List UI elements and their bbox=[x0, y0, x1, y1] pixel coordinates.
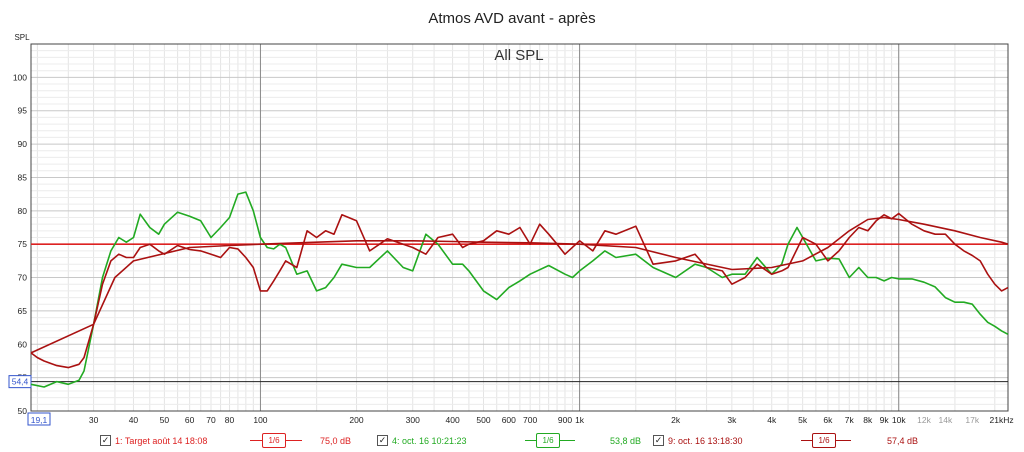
legend-label-target: 1: Target août 14 18:08 bbox=[115, 436, 208, 446]
y-tick-label: 80 bbox=[18, 206, 28, 216]
y-tick-labels: 50556065707580859095100 bbox=[13, 72, 27, 416]
series-group bbox=[30, 191, 1009, 388]
x-tick-label: 100 bbox=[253, 415, 267, 425]
x-tick-label: 60 bbox=[185, 415, 195, 425]
series-after-trend bbox=[30, 216, 1009, 354]
x-tick-label: 30 bbox=[89, 415, 99, 425]
y-tick-label: 85 bbox=[18, 172, 28, 182]
x-tick-label: 200 bbox=[349, 415, 363, 425]
y-tick-label: 95 bbox=[18, 106, 28, 116]
legend-level-target: 75,0 dB bbox=[320, 436, 352, 446]
legend-item-after: ✓ 9: oct. 16 13:18:30 1/6 57,4 dB bbox=[653, 431, 918, 451]
x-tick-label: 400 bbox=[445, 415, 459, 425]
y-axis-label: SPL bbox=[14, 33, 30, 42]
x-tick-label: 900 bbox=[558, 415, 572, 425]
x-tick-label: 6k bbox=[823, 415, 833, 425]
x-min-label: 19,1 bbox=[31, 415, 48, 425]
checkbox-after[interactable]: ✓ bbox=[653, 435, 664, 446]
series-before bbox=[30, 191, 1009, 388]
x-tick-label: 8k bbox=[863, 415, 873, 425]
x-tick-label: 3k bbox=[727, 415, 737, 425]
y-tick-label: 65 bbox=[18, 306, 28, 316]
x-tick-label: 17k bbox=[965, 415, 979, 425]
x-tick-label: 21kHz bbox=[990, 415, 1014, 425]
y-tick-label: 75 bbox=[18, 239, 28, 249]
smoothing-button-before[interactable]: 1/6 bbox=[536, 433, 560, 448]
x-tick-label: 80 bbox=[225, 415, 235, 425]
y-tick-label: 60 bbox=[18, 339, 28, 349]
legend-label-before: 4: oct. 16 10:21:23 bbox=[392, 436, 467, 446]
y-tick-label: 90 bbox=[18, 139, 28, 149]
x-min-marker[interactable]: 19,1 bbox=[27, 412, 51, 426]
legend-item-target: ✓ 1: Target août 14 18:08 1/6 75,0 dB bbox=[100, 431, 360, 451]
x-tick-label: 300 bbox=[406, 415, 420, 425]
reference-box bbox=[8, 375, 32, 389]
x-tick-labels: 30 40 50 60 70 80 100 200 300 400 500 600 700 900 1k 2k… bbox=[89, 415, 1014, 425]
x-tick-label: 1k bbox=[575, 415, 585, 425]
reference-level: 54,4 bbox=[8, 375, 1008, 389]
x-tick-label: 12k bbox=[917, 415, 931, 425]
y-tick-label: 100 bbox=[13, 72, 27, 82]
plot-frame bbox=[30, 43, 1009, 412]
legend-item-before: ✓ 4: oct. 16 10:21:23 1/6 53,8 dB bbox=[377, 431, 641, 451]
reference-label: 54,4 bbox=[12, 377, 29, 387]
x-tick-label: 7k bbox=[845, 415, 855, 425]
y-tick-label: 50 bbox=[18, 406, 28, 416]
legend-level-before: 53,8 dB bbox=[610, 436, 642, 446]
x-tick-label: 4k bbox=[767, 415, 777, 425]
x-tick-label: 70 bbox=[206, 415, 216, 425]
x-tick-label: 9k bbox=[880, 415, 890, 425]
smoothing-button-after[interactable]: 1/6 bbox=[812, 433, 836, 448]
x-tick-label: 10k bbox=[892, 415, 906, 425]
smoothing-button-target[interactable]: 1/6 bbox=[262, 433, 286, 448]
x-tick-label: 2k bbox=[671, 415, 681, 425]
x-tick-label: 600 bbox=[502, 415, 516, 425]
legend-label-after: 9: oct. 16 13:18:30 bbox=[668, 436, 743, 446]
series-after bbox=[30, 212, 1009, 369]
x-tick-label: 40 bbox=[129, 415, 139, 425]
x-tick-label: 700 bbox=[523, 415, 537, 425]
legend-level-after: 57,4 dB bbox=[887, 436, 919, 446]
x-tick-label: 5k bbox=[798, 415, 808, 425]
chart-title: Atmos AVD avant - après bbox=[428, 10, 595, 27]
y-tick-label: 70 bbox=[18, 273, 28, 283]
x-tick-label: 500 bbox=[476, 415, 490, 425]
checkbox-target[interactable]: ✓ bbox=[100, 435, 111, 446]
chart-subtitle: All SPL bbox=[494, 47, 543, 64]
grid-minor bbox=[31, 44, 1008, 411]
checkbox-before[interactable]: ✓ bbox=[377, 435, 388, 446]
x-tick-label: 14k bbox=[938, 415, 952, 425]
x-tick-label: 50 bbox=[160, 415, 170, 425]
